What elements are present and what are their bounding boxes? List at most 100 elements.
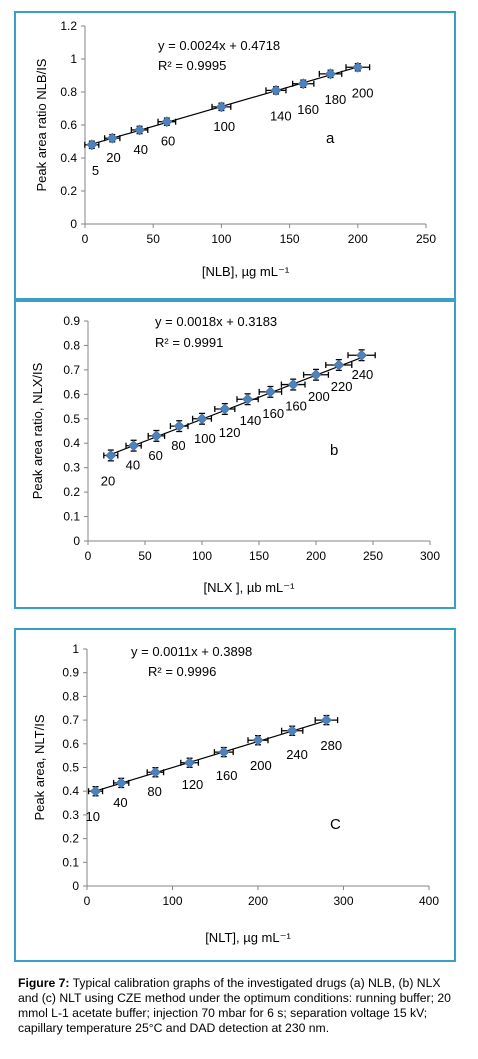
y-tick-label: 0.7 [62, 713, 79, 727]
data-point [320, 714, 332, 726]
y-tick-label: 0.4 [63, 436, 80, 450]
data-point [287, 379, 299, 390]
data-point [356, 349, 368, 361]
data-point [173, 420, 185, 432]
x-tick-label: 50 [138, 549, 152, 563]
data-point [242, 393, 254, 405]
data-point [105, 450, 117, 461]
data-point [310, 369, 322, 381]
y-tick-label: 0 [73, 534, 80, 548]
y-tick-label: 0.6 [63, 387, 80, 401]
y-tick-label: 0.5 [62, 761, 79, 775]
x-tick-label: 50 [147, 232, 161, 246]
data-point [161, 116, 173, 128]
data-point [297, 78, 309, 90]
point-label: 240 [286, 747, 308, 762]
y-tick-label: 0.3 [62, 808, 79, 822]
y-tick-label: 0.1 [63, 510, 80, 524]
data-point [218, 746, 230, 758]
x-axis-title: [NLX ], µb mL⁻¹ [204, 580, 296, 595]
point-label: 280 [320, 738, 342, 753]
y-tick-label: 0.8 [63, 338, 80, 352]
x-tick-label: 100 [192, 549, 212, 563]
point-label: 140 [270, 108, 292, 123]
point-label: 180 [325, 92, 347, 107]
x-tick-label: 150 [249, 549, 269, 563]
y-tick-label: 0 [72, 879, 79, 893]
data-point [106, 132, 118, 144]
y-tick-label: 0.2 [63, 485, 80, 499]
y-axis-title: Peak area ratio NLB/IS [34, 58, 49, 191]
x-tick-label: 100 [162, 894, 182, 908]
point-label: 240 [352, 367, 374, 382]
data-point [264, 386, 276, 398]
data-point [252, 734, 264, 746]
point-label: 200 [352, 85, 374, 100]
data-point [115, 777, 127, 789]
r-squared-label: R² = 0.9995 [158, 58, 226, 73]
x-tick-label: 200 [306, 549, 326, 563]
point-label: 60 [161, 134, 175, 149]
x-tick-label: 150 [280, 232, 300, 246]
trendline-equation: y = 0.0024x + 0.4718 [158, 38, 280, 53]
x-tick-label: 250 [416, 232, 436, 246]
point-label: 10 [86, 809, 100, 824]
data-point [219, 403, 231, 415]
point-label: 220 [331, 379, 353, 394]
x-axis-title: [NLB], µg mL⁻¹ [202, 264, 290, 279]
point-label: 120 [182, 777, 204, 792]
x-axis-title: [NLT], µg mL⁻¹ [205, 930, 291, 945]
y-tick-label: 0.5 [63, 412, 80, 426]
y-tick-label: 0.6 [62, 737, 79, 751]
x-tick-label: 0 [82, 232, 89, 246]
trendline-equation: y = 0.0011x + 0.3898 [131, 644, 252, 659]
y-tick-label: 0 [70, 217, 77, 231]
x-tick-label: 200 [348, 232, 368, 246]
trendline [108, 356, 365, 456]
caption-label: Figure 7: [18, 976, 70, 990]
point-label: 5 [92, 163, 99, 178]
data-point [184, 757, 196, 769]
data-point [352, 61, 364, 73]
data-point [86, 139, 98, 151]
x-tick-label: 300 [420, 549, 440, 563]
point-label: 160 [285, 399, 307, 414]
r-squared-label: R² = 0.9991 [155, 335, 223, 350]
data-point [333, 359, 345, 371]
data-point [270, 84, 282, 96]
y-tick-label: 1 [70, 52, 77, 66]
x-tick-label: 300 [333, 894, 353, 908]
y-tick-label: 1 [72, 642, 79, 656]
panel-label: C [330, 816, 341, 833]
panel-label: a [326, 130, 335, 147]
point-label: 80 [147, 784, 161, 799]
x-tick-label: 0 [85, 549, 92, 563]
data-point [286, 725, 298, 737]
point-label: 40 [134, 142, 148, 157]
y-tick-label: 0.9 [62, 666, 79, 680]
y-tick-label: 0.8 [60, 85, 77, 99]
x-tick-label: 250 [363, 549, 383, 563]
trendline-equation: y = 0.0018x + 0.3183 [155, 314, 277, 329]
point-label: 20 [106, 150, 120, 165]
data-point [128, 440, 140, 452]
data-point [150, 430, 162, 442]
caption-text: Typical calibration graphs of the invest… [18, 976, 451, 1035]
chart-panel-c [14, 628, 456, 962]
point-label: 40 [126, 458, 140, 473]
y-tick-label: 0.4 [62, 784, 79, 798]
data-point [90, 785, 101, 797]
panel-label: b [330, 442, 338, 459]
point-label: 200 [250, 758, 272, 773]
y-tick-label: 1.2 [60, 19, 77, 33]
point-label: 100 [194, 431, 216, 446]
y-tick-label: 0.2 [60, 184, 77, 198]
x-tick-label: 100 [211, 232, 231, 246]
y-tick-label: 0.4 [60, 151, 77, 165]
point-label: 60 [148, 448, 162, 463]
data-point [215, 101, 227, 113]
point-label: 40 [113, 795, 127, 810]
point-label: 160 [216, 768, 238, 783]
y-axis-title: Peak area, NLT/IS [32, 714, 47, 820]
y-tick-label: 0.6 [60, 118, 77, 132]
